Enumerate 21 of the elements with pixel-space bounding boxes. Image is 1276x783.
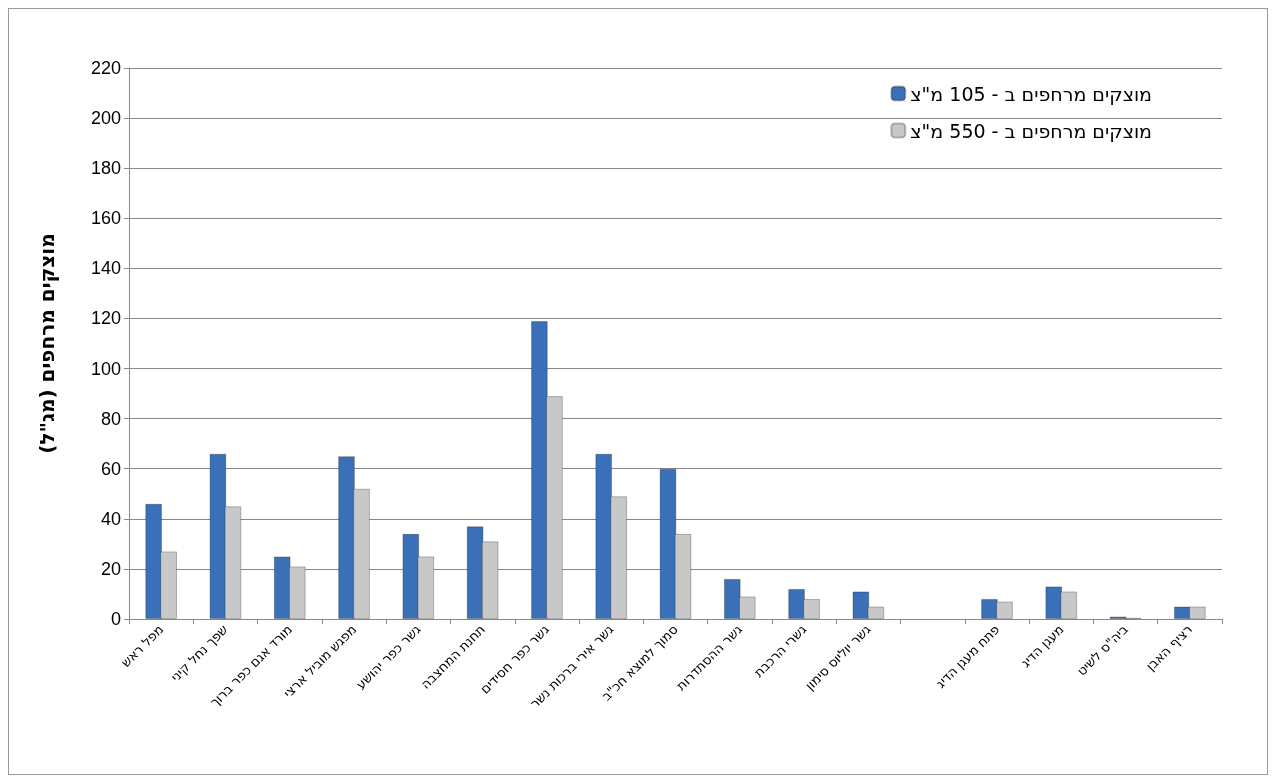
y-tick-label: 80: [100, 408, 121, 429]
y-tick-label: 220: [90, 58, 121, 78]
x-tick-label: רציף האבן: [1143, 621, 1196, 674]
y-tick-label: 40: [100, 508, 121, 529]
y-tick-label: 180: [90, 158, 121, 179]
y-tick-label: 160: [90, 208, 121, 229]
y-axis-title: מוצקים מרחפים (מג"ל): [35, 233, 59, 454]
x-tick-label: שפך נחל קיני: [167, 621, 231, 685]
y-tick-label: 100: [90, 358, 121, 379]
x-tick-label: ביה"ס לשיט: [1074, 621, 1131, 679]
y-tick-label: 140: [90, 258, 121, 279]
y-tick-label: 20: [100, 558, 121, 579]
x-tick-label: פתח מעגן הדיג: [932, 621, 1003, 692]
y-tick-label: 120: [90, 308, 121, 329]
y-tick-label: 200: [90, 108, 121, 129]
y-tick-label: 60: [100, 458, 121, 479]
x-tick-label: גשרי הרכבת: [750, 621, 810, 681]
y-tick-label: 0: [110, 609, 121, 629]
legend-label: מוצקים מרחפים ב - 105 מ"צ: [910, 82, 1153, 105]
x-tick-label: מעגן הדיג: [1017, 621, 1067, 671]
legend-label: מוצקים מרחפים ב - 550 מ"צ: [910, 119, 1153, 142]
